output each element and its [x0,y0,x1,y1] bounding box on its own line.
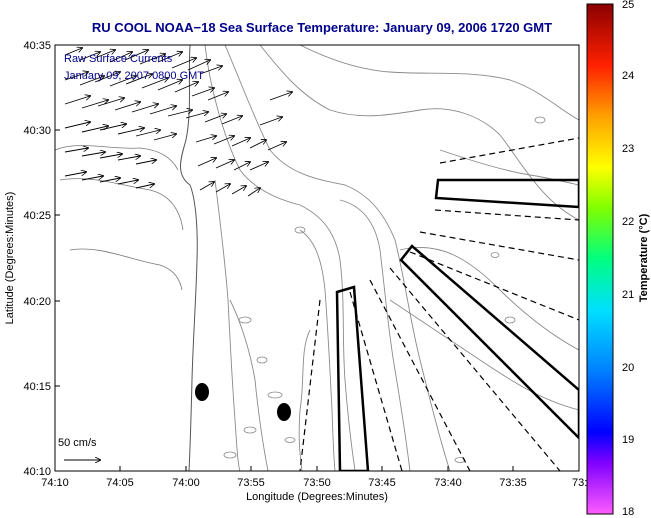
colorbar-tick: 21 [622,289,634,301]
svg-text:40:15: 40:15 [23,381,51,393]
svg-text:40:25: 40:25 [23,210,51,222]
shore-land-detail [55,145,184,291]
colorbar-tick: 22 [622,216,634,228]
overlay-line-1: Raw Surface Currents [64,53,173,65]
y-tick: 40:20 [23,296,60,308]
y-tick: 40:25 [23,210,60,222]
colorbar-ticks: 25 24 23 22 21 20 19 18 [622,0,634,518]
overlay-line-2: January 09, 2007 0800 GMT [64,70,204,82]
colorbar-gradient [586,3,614,515]
svg-text:40:10: 40:10 [23,466,51,478]
radar-beam-outlines [335,178,579,471]
temperature-colorbar: 25 24 23 22 21 20 19 18 Temperature (°C) [586,0,650,518]
svg-text:40:20: 40:20 [23,296,51,308]
coastline [180,45,198,471]
dark-blob-2 [277,403,291,421]
colorbar-tick: 25 [622,0,634,11]
svg-text:74:00: 74:00 [172,477,200,489]
x-tick: 73:55 [237,466,265,489]
svg-text:40:35: 40:35 [23,40,51,52]
svg-text:73:40: 73:40 [434,477,462,489]
svg-text:74:10: 74:10 [41,477,69,489]
colorbar-tick: 24 [622,70,634,82]
x-tick: 74:00 [172,466,200,489]
svg-text:73:50: 73:50 [303,477,331,489]
map-plot: Raw Surface Currents January 09, 2007 08… [4,40,593,503]
colorbar-label: Temperature (°C) [638,213,650,302]
scale-label: 50 cm/s [58,437,97,449]
x-tick: 74:10 [41,466,69,489]
map-content: Raw Surface Currents January 09, 2007 08… [55,45,579,471]
dashed-radials [299,137,579,471]
contour-islands [223,116,546,463]
svg-text:73:55: 73:55 [237,477,265,489]
y-axis-label: Latitude (Degrees:Minutes) [4,192,16,325]
x-axis-label: Longitude (Degrees:Minutes) [246,491,388,503]
svg-text:74:05: 74:05 [106,477,134,489]
y-tick: 40:10 [23,466,60,478]
y-tick: 40:35 [23,40,60,52]
chart-title: RU COOL NOAA−18 Sea Surface Temperature:… [92,20,552,35]
colorbar-tick: 19 [622,434,634,446]
svg-text:40:30: 40:30 [23,125,51,137]
x-tick: 73:45 [368,466,396,489]
x-tick: 73:35 [499,466,527,489]
dark-blob-1 [195,383,209,401]
surface-current-vectors [64,48,292,197]
y-tick: 40:30 [23,125,60,137]
x-tick: 73:50 [303,466,331,489]
colorbar-tick: 23 [622,143,634,155]
svg-text:73:45: 73:45 [368,477,396,489]
x-tick: 74:05 [106,466,134,489]
x-tick: 73:40 [434,466,462,489]
plot-background [55,45,579,471]
bathymetry-contours [204,45,579,471]
x-axis: 74:10 74:05 74:00 73:55 73:50 73:45 73:4… [41,466,593,489]
svg-text:73:35: 73:35 [499,477,527,489]
y-axis: 40:35 40:30 40:25 40:20 40:15 40:10 [23,40,60,478]
colorbar-tick: 18 [622,506,634,518]
y-tick: 40:15 [23,381,60,393]
colorbar-tick: 20 [622,362,634,374]
